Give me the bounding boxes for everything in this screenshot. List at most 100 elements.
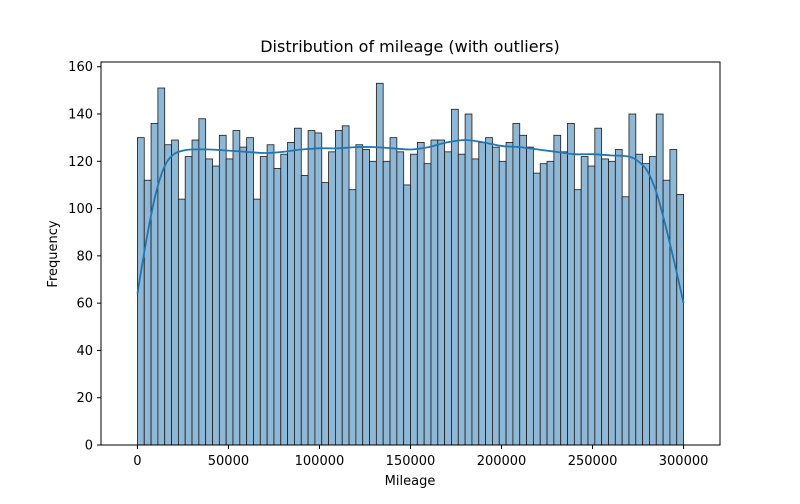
histogram-bar <box>601 158 609 446</box>
histogram-bar <box>307 130 316 446</box>
histogram-bar <box>485 137 493 446</box>
histogram-bar <box>375 82 384 446</box>
x-tick-label: 50000 <box>208 454 249 469</box>
y-tick-label: 20 <box>76 391 93 406</box>
histogram-bar <box>266 144 275 446</box>
histogram-bar <box>321 182 329 446</box>
histogram-bar <box>218 134 227 446</box>
histogram-bar <box>177 198 186 446</box>
histogram-bar <box>396 151 405 446</box>
x-axis-label: Mileage <box>385 474 436 489</box>
histogram-bar <box>669 149 678 446</box>
histogram-bar <box>635 153 644 446</box>
histogram-bar <box>287 141 295 446</box>
x-tick-label: 100000 <box>295 454 345 469</box>
histogram-bar <box>416 141 425 446</box>
histogram-bar <box>471 158 480 446</box>
histogram-bar <box>560 151 568 446</box>
histogram-bar <box>389 137 398 446</box>
histogram-bar <box>294 127 302 446</box>
chart-title: Distribution of mileage (with outliers) <box>260 37 560 56</box>
y-tick-label: 120 <box>68 155 93 170</box>
bars-layer <box>137 82 684 446</box>
histogram-bar <box>212 165 220 446</box>
histogram-bar <box>539 163 548 446</box>
y-axis-label: Frequency <box>46 220 61 287</box>
histogram-bar <box>519 134 527 446</box>
histogram-bar <box>348 189 357 446</box>
histogram-bar <box>512 123 521 446</box>
kde-layer <box>136 139 685 304</box>
histogram-bar <box>239 146 248 446</box>
histogram-bar <box>382 160 391 446</box>
histogram-bar <box>198 118 207 446</box>
histogram-bar <box>171 139 179 446</box>
histogram-bar <box>621 196 630 446</box>
histogram-bar <box>273 167 282 446</box>
histogram-bar <box>355 144 364 446</box>
x-tick-label: 300000 <box>659 454 709 469</box>
histogram-bar <box>423 163 432 446</box>
y-ticks-layer: 0 20 40 60 80 100 120 140 160 <box>68 60 101 454</box>
histogram-bar <box>259 156 268 446</box>
histogram-bar <box>410 153 418 446</box>
histogram-bar <box>567 123 575 446</box>
y-tick-label: 60 <box>76 297 93 312</box>
histogram-bar <box>580 156 589 446</box>
y-tick-label: 40 <box>76 344 93 359</box>
y-tick-label: 0 <box>85 439 93 454</box>
y-tick-label: 160 <box>68 60 93 75</box>
histogram-bar <box>157 87 166 446</box>
histogram-bar <box>191 139 200 446</box>
histogram-bar <box>594 127 603 446</box>
histogram-bar <box>649 156 657 446</box>
histogram-bar <box>464 113 473 446</box>
histogram-bar <box>362 149 370 446</box>
y-tick-label: 140 <box>68 108 93 123</box>
histogram-bar <box>369 160 377 446</box>
histogram-bar <box>676 193 684 446</box>
x-tick-label: 200000 <box>477 454 527 469</box>
histogram-bar <box>587 165 596 446</box>
histogram-bar <box>280 153 289 446</box>
histogram-bar <box>314 132 323 446</box>
histogram-bar <box>457 153 466 446</box>
x-tick-label: 250000 <box>568 454 618 469</box>
histogram-bar <box>164 144 172 446</box>
histogram-bar <box>150 123 159 446</box>
histogram-bar <box>232 130 241 446</box>
histogram-bar <box>546 160 555 446</box>
histogram-bar <box>184 156 193 446</box>
histogram-bar <box>444 151 452 446</box>
histogram-bar <box>532 172 541 446</box>
histogram-bar <box>246 137 254 446</box>
histogram-bar <box>300 175 309 446</box>
histogram-bar <box>341 125 350 446</box>
histogram-bar <box>642 163 650 446</box>
histogram-bar <box>334 130 343 446</box>
histogram-bar <box>608 160 616 446</box>
histogram-bar <box>225 158 234 446</box>
histogram-bar <box>526 146 534 446</box>
x-tick-label: 0 <box>133 454 141 469</box>
x-ticks-layer: 0 50000 100000 150000 200000 250000 300000 <box>133 445 708 469</box>
histogram-bar <box>437 139 446 446</box>
histogram-bar <box>628 113 637 446</box>
histogram-bar <box>553 134 562 446</box>
histogram-bar <box>478 141 486 446</box>
x-tick-label: 150000 <box>386 454 436 469</box>
histogram-bar <box>655 113 664 446</box>
histogram-bar <box>573 189 582 446</box>
histogram-bar <box>430 139 439 446</box>
histogram-bar <box>492 146 500 446</box>
histogram-bar <box>403 184 411 446</box>
histogram-bar <box>614 149 623 446</box>
y-tick-label: 80 <box>76 249 93 264</box>
histogram-bar <box>498 160 507 446</box>
histogram-bar <box>505 141 514 446</box>
histogram-bar <box>205 158 213 446</box>
y-tick-label: 100 <box>68 202 93 217</box>
histogram-bar <box>451 108 459 446</box>
